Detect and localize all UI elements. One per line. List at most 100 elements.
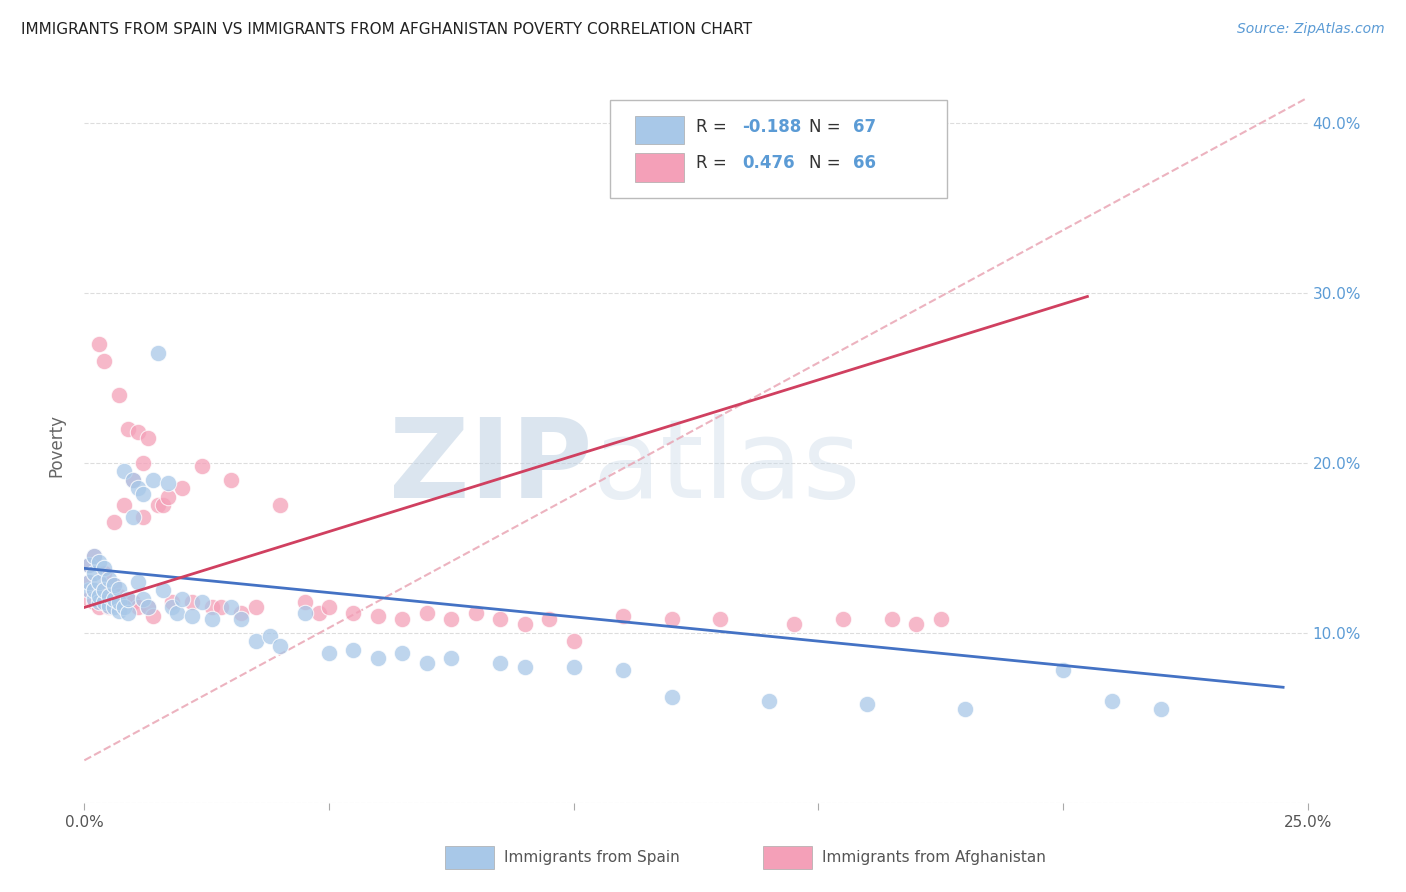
Point [87, 600, 110, 615]
Text: atlas: atlas [592, 414, 860, 521]
Point [83, 549, 105, 564]
Point [562, 660, 585, 674]
Point [83, 582, 105, 596]
Point [294, 606, 316, 620]
Point [318, 646, 340, 660]
Point [112, 499, 135, 513]
Point [905, 617, 928, 632]
Point [953, 702, 976, 716]
Point [1052, 663, 1074, 677]
Point [308, 606, 330, 620]
Point [219, 473, 242, 487]
Point [117, 606, 139, 620]
Point [245, 634, 267, 648]
Point [416, 606, 439, 620]
Bar [763, 847, 813, 869]
Point [93, 561, 115, 575]
Point [87, 337, 110, 351]
Point [142, 608, 165, 623]
Point [77, 558, 100, 572]
Point [97, 600, 120, 615]
Text: R =: R = [696, 118, 733, 136]
Point [136, 600, 159, 615]
Point [172, 591, 194, 606]
Point [77, 574, 100, 589]
Point [209, 600, 232, 615]
Point [367, 608, 389, 623]
Point [661, 690, 683, 705]
Point [156, 476, 179, 491]
Point [181, 608, 204, 623]
Point [97, 599, 120, 613]
Point [97, 591, 120, 606]
Point [269, 640, 291, 654]
Point [117, 422, 139, 436]
Point [132, 591, 155, 606]
Point [97, 572, 120, 586]
Point [146, 345, 169, 359]
Point [83, 583, 105, 598]
Point [513, 617, 536, 632]
Point [191, 459, 214, 474]
Point [132, 486, 155, 500]
Point [245, 600, 267, 615]
Point [136, 600, 159, 615]
Text: IMMIGRANTS FROM SPAIN VS IMMIGRANTS FROM AFGHANISTAN POVERTY CORRELATION CHART: IMMIGRANTS FROM SPAIN VS IMMIGRANTS FROM… [21, 22, 752, 37]
Point [117, 591, 139, 606]
Point [112, 595, 135, 609]
Point [152, 499, 174, 513]
Point [127, 482, 149, 496]
Point [229, 606, 252, 620]
Point [142, 473, 165, 487]
Point [122, 510, 145, 524]
Point [391, 646, 413, 660]
Point [440, 651, 463, 665]
Point [83, 595, 105, 609]
Point [831, 612, 853, 626]
Text: N =: N = [808, 153, 845, 171]
Point [440, 612, 463, 626]
Point [93, 591, 115, 606]
Point [127, 425, 149, 440]
Point [93, 354, 115, 368]
Text: ZIP: ZIP [388, 414, 592, 521]
Point [709, 612, 731, 626]
Point [122, 473, 145, 487]
Point [93, 583, 115, 598]
Point [107, 388, 129, 402]
Point [562, 634, 585, 648]
Point [77, 558, 100, 572]
Point [219, 600, 242, 615]
Point [132, 456, 155, 470]
Point [162, 600, 184, 615]
Text: Immigrants from Afghanistan: Immigrants from Afghanistan [823, 850, 1046, 865]
Point [107, 582, 129, 596]
Text: R =: R = [696, 153, 737, 171]
Point [87, 555, 110, 569]
Point [107, 589, 129, 603]
Point [103, 591, 125, 606]
Point [513, 660, 536, 674]
Point [269, 499, 291, 513]
Point [191, 595, 214, 609]
Point [112, 600, 135, 615]
Point [136, 430, 159, 444]
Point [538, 612, 561, 626]
Point [83, 549, 105, 564]
Point [83, 591, 105, 606]
Bar [446, 847, 494, 869]
Point [152, 583, 174, 598]
Point [127, 574, 149, 589]
Point [464, 606, 486, 620]
Point [97, 589, 120, 603]
Point [87, 583, 110, 598]
Point [107, 604, 129, 618]
Point [880, 612, 903, 626]
Point [112, 465, 135, 479]
Point [342, 606, 364, 620]
Point [156, 490, 179, 504]
Point [93, 595, 115, 609]
Point [856, 698, 879, 712]
Bar [636, 153, 683, 182]
Text: Source: ZipAtlas.com: Source: ZipAtlas.com [1237, 22, 1385, 37]
